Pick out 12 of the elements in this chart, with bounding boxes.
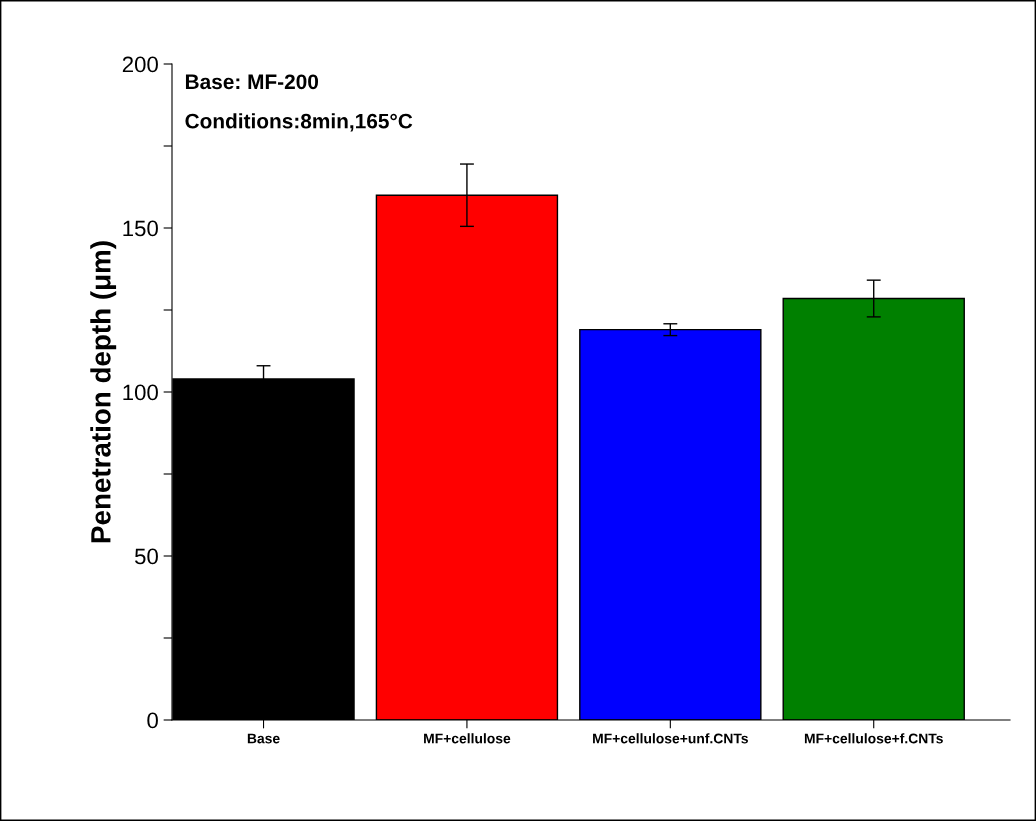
- y-axis-title: Penetration depth (μm): [90, 241, 117, 543]
- y-tick-label: 0: [147, 712, 158, 729]
- x-tick-label: MF+cellulose+unf.CNTs: [593, 733, 748, 744]
- x-tick-label: Base: [247, 733, 280, 744]
- y-tick-label: 200: [122, 56, 158, 73]
- x-tick-label: MF+cellulose+f.CNTs: [804, 733, 943, 744]
- x-tick-label: MF+cellulose: [424, 733, 511, 744]
- y-tick-label: 150: [123, 220, 158, 237]
- y-tick-label: 50: [134, 548, 158, 565]
- annotation: Conditions:8min,165°C: [185, 113, 413, 132]
- annotation: Base: MF-200: [185, 74, 319, 90]
- y-tick-label: 100: [123, 384, 158, 401]
